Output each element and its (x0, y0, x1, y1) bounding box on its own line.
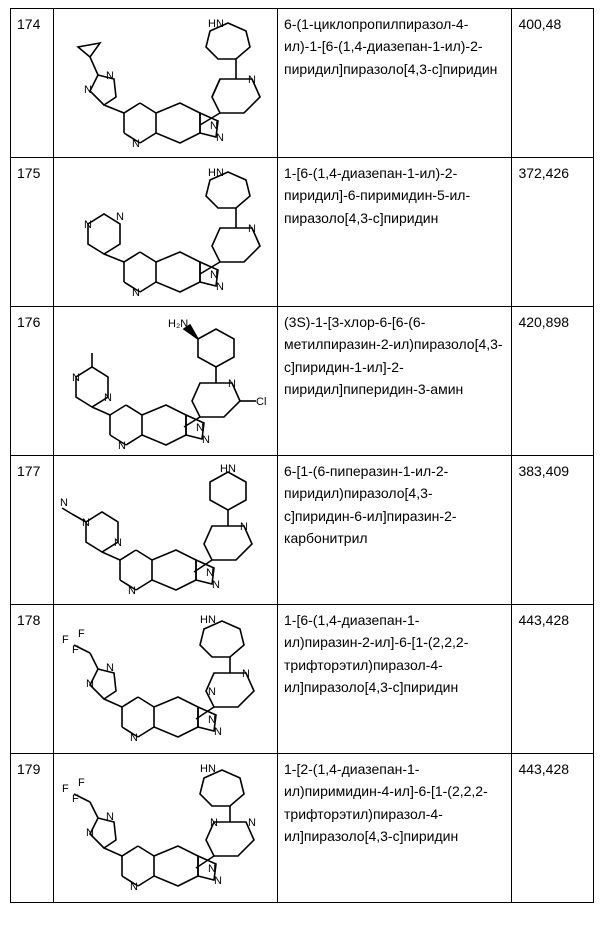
structure-cell: H₂N Cl N N N N N N (53, 307, 277, 456)
svg-text:HN: HN (200, 614, 216, 626)
svg-text:N: N (216, 132, 224, 144)
svg-text:N: N (248, 74, 256, 86)
svg-text:N: N (130, 732, 138, 744)
compound-name: (3S)-1-[3-хлор-6-[6-(6-метилпиразин-2-ил… (278, 307, 512, 456)
svg-text:HN: HN (200, 763, 216, 775)
svg-text:N: N (240, 521, 248, 533)
table-row: 179 (11, 754, 594, 903)
structure-drawing: HN N N N N N N N F F F (60, 609, 271, 749)
compound-mw: 420,898 (512, 307, 594, 456)
svg-text:N: N (132, 138, 140, 150)
table-row: 174 (11, 9, 594, 158)
svg-text:N: N (214, 875, 222, 887)
compound-id: 174 (11, 9, 54, 158)
table-row: 178 (11, 605, 594, 754)
svg-text:F: F (78, 628, 85, 640)
svg-text:N: N (206, 567, 214, 579)
compound-name: 1-[6-(1,4-диазепан-1-ил)-2-пиридил]-6-пи… (278, 158, 512, 307)
svg-text:N: N (82, 517, 90, 529)
svg-text:F: F (72, 644, 79, 656)
compound-mw: 400,48 (512, 9, 594, 158)
compound-mw: 443,428 (512, 754, 594, 903)
compound-name: 6-(1-циклопропилпиразол-4-ил)-1-[6-(1,4-… (278, 9, 512, 158)
table-row: 176 (11, 307, 594, 456)
svg-text:N: N (128, 585, 136, 597)
svg-text:N: N (84, 219, 92, 231)
svg-text:N: N (228, 378, 236, 390)
svg-text:HN: HN (208, 18, 224, 30)
svg-text:N: N (86, 678, 94, 690)
svg-text:N: N (106, 662, 114, 674)
svg-text:N: N (210, 120, 218, 132)
structure-drawing: HN N N N N N N (60, 162, 271, 302)
svg-text:N: N (116, 211, 124, 223)
compound-id: 179 (11, 754, 54, 903)
compound-mw: 383,409 (512, 456, 594, 605)
compound-name: 1-[6-(1,4-диазепан-1-ил)пиразин-2-ил]-6-… (278, 605, 512, 754)
table-row: 177 (11, 456, 594, 605)
structure-cell: HN N N N N N N (53, 158, 277, 307)
compound-id: 177 (11, 456, 54, 605)
structure-cell: HN N N N N N N (53, 9, 277, 158)
svg-text:N: N (216, 281, 224, 293)
svg-text:HN: HN (208, 167, 224, 179)
compound-id: 176 (11, 307, 54, 456)
table-row: 175 (11, 158, 594, 307)
compound-mw: 372,426 (512, 158, 594, 307)
svg-text:N: N (118, 440, 126, 451)
svg-text:N: N (84, 84, 92, 96)
structure-cell: HN N N N N N N N (53, 456, 277, 605)
svg-text:N: N (106, 811, 114, 823)
structure-cell: HN N N N N N N N F F F (53, 605, 277, 754)
svg-text:N: N (208, 863, 216, 875)
svg-text:N: N (104, 392, 112, 404)
compounds-table: 174 (10, 8, 594, 903)
svg-text:Cl: Cl (256, 396, 266, 408)
structure-drawing: HN N N N N N N N F F F (60, 758, 271, 898)
structure-drawing: H₂N Cl N N N N N N (60, 311, 271, 451)
structure-drawing: HN N N N N N N (60, 13, 271, 153)
svg-text:N: N (210, 817, 218, 829)
svg-text:N: N (248, 817, 256, 829)
svg-text:F: F (72, 793, 79, 805)
svg-text:N: N (86, 827, 94, 839)
svg-text:H₂N: H₂N (168, 318, 188, 330)
svg-text:N: N (248, 223, 256, 235)
compound-name: 6-[1-(6-пиперазин-1-ил-2-пиридил)пиразол… (278, 456, 512, 605)
svg-text:N: N (196, 422, 204, 434)
svg-text:N: N (242, 668, 250, 680)
svg-text:N: N (208, 686, 216, 698)
compound-name: 1-[2-(1,4-диазепан-1-ил)пиримидин-4-ил]-… (278, 754, 512, 903)
svg-text:N: N (130, 881, 138, 893)
svg-text:F: F (62, 783, 69, 795)
svg-text:N: N (214, 726, 222, 738)
svg-text:N: N (60, 497, 68, 509)
svg-text:N: N (202, 434, 210, 446)
svg-text:N: N (210, 269, 218, 281)
svg-text:N: N (208, 714, 216, 726)
svg-text:N: N (114, 537, 122, 549)
structure-drawing: HN N N N N N N N (60, 460, 271, 600)
structure-cell: HN N N N N N N N F F F (53, 754, 277, 903)
compound-mw: 443,428 (512, 605, 594, 754)
svg-text:N: N (72, 372, 80, 384)
svg-text:HN: HN (220, 463, 236, 475)
svg-text:F: F (78, 777, 85, 789)
svg-text:N: N (212, 579, 220, 591)
compound-id: 175 (11, 158, 54, 307)
svg-text:N: N (132, 287, 140, 299)
svg-text:N: N (106, 70, 114, 82)
svg-text:F: F (62, 634, 69, 646)
compound-id: 178 (11, 605, 54, 754)
